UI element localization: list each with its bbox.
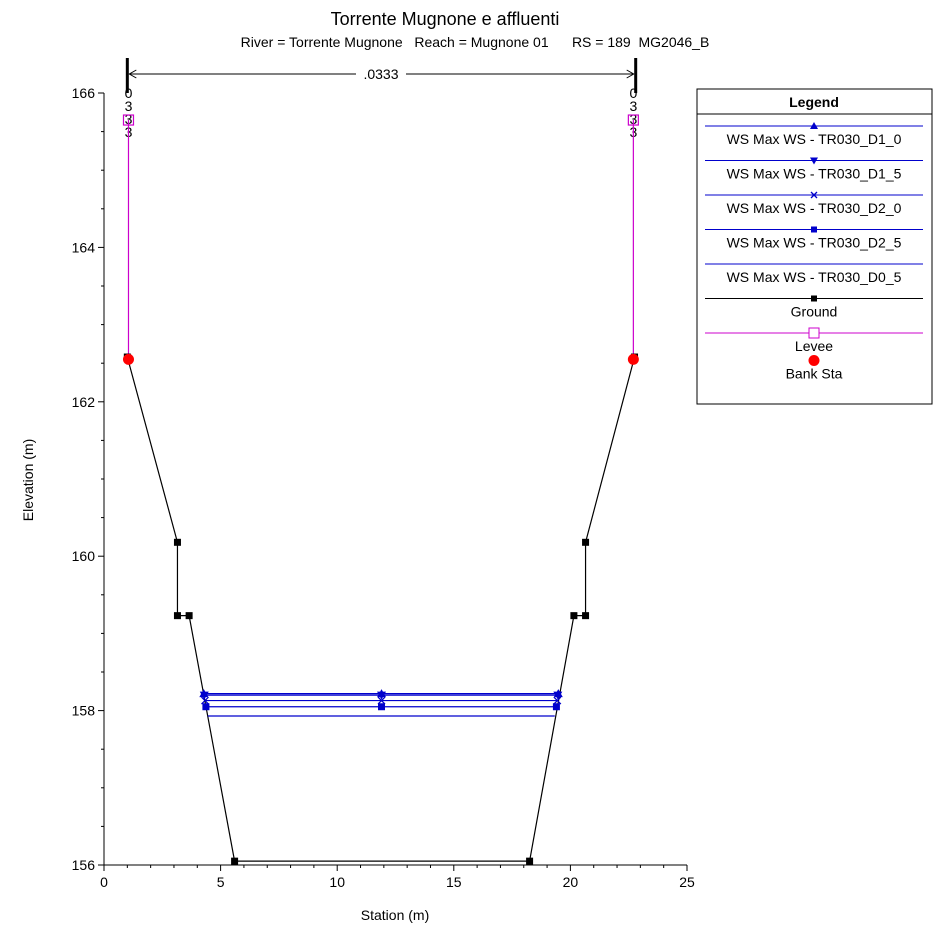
ws-point-1	[553, 691, 563, 700]
legend-marker-ground	[811, 295, 817, 302]
ws-point-1	[377, 691, 387, 700]
y-axis-label: Elevation (m)	[20, 439, 36, 521]
legend-box	[696, 88, 933, 405]
y-tick-label: 156	[72, 857, 96, 873]
manning-n-label: .0333	[363, 66, 398, 82]
ground-point	[570, 612, 578, 620]
y-tick-label: 164	[72, 239, 96, 255]
legend-entry-bank-sta: Bank Sta	[786, 366, 843, 382]
legend-entry-ws-3: WS Max WS - TR030_D2_5	[727, 235, 902, 251]
legend: Legend WS Max WS - TR030_D1_0 WS Max WS -…	[696, 88, 933, 405]
legend-entry-levee: Levee	[795, 338, 833, 354]
ground-point	[231, 857, 239, 865]
ground-point	[582, 538, 590, 546]
x-tick-label: 0	[100, 874, 108, 890]
manning-left-digit: 0	[125, 85, 133, 101]
manning-arrow-head-left	[128, 69, 137, 79]
ws-point-2	[377, 696, 386, 705]
x-tick-label: 15	[446, 874, 462, 890]
legend-title: Legend	[789, 94, 839, 110]
manning-left-digit: 3	[125, 111, 133, 127]
ground-point	[582, 612, 590, 620]
ws-point-3	[202, 703, 210, 711]
legend-entry-ws-4: WS Max WS - TR030_D0_5	[727, 269, 902, 285]
bank-sta-point	[627, 353, 639, 365]
ws-point-2	[553, 696, 562, 705]
legend-entry-ws-1: WS Max WS - TR030_D1_5	[727, 166, 902, 182]
chart-subtitle: River = Torrente Mugnone Reach = Mugnone…	[241, 34, 710, 50]
legend-marker-levee	[808, 327, 820, 339]
legend-marker-bank-sta	[808, 355, 820, 366]
legend-entry-ws-2: WS Max WS - TR030_D2_0	[727, 200, 902, 216]
ground-point	[173, 612, 181, 620]
plot-area: 1561581601621641660510152025.03330333033…	[72, 58, 695, 890]
bank-sta-point	[122, 353, 134, 365]
manning-right-digit: 0	[629, 85, 637, 101]
legend-marker-ws-0	[810, 122, 818, 129]
legend-marker-ws-3	[811, 226, 817, 233]
ground-line	[126, 356, 636, 862]
ground-point	[185, 612, 193, 620]
x-tick-label: 5	[217, 874, 225, 890]
legend-entry-ws-0: WS Max WS - TR030_D1_0	[727, 131, 902, 147]
manning-right-digit: 3	[629, 111, 637, 127]
legend-marker-ws-1	[810, 157, 818, 165]
ws-point-1	[199, 691, 209, 700]
manning-left-digit: 3	[125, 98, 133, 114]
manning-right-digit: 3	[629, 98, 637, 114]
y-tick-label: 158	[72, 703, 96, 719]
chart-title: Torrente Mugnone e affluenti	[331, 9, 560, 29]
ground-point	[526, 857, 534, 865]
manning-arrow-head-right	[626, 69, 635, 79]
x-tick-label: 25	[679, 874, 695, 890]
y-tick-label: 160	[72, 548, 96, 564]
x-tick-label: 10	[329, 874, 345, 890]
ground-point	[173, 538, 181, 546]
ws-point-3	[378, 703, 386, 711]
x-tick-label: 20	[563, 874, 579, 890]
ws-point-3	[552, 703, 560, 711]
ws-point-2	[201, 696, 209, 705]
levee-left-marker	[122, 114, 135, 126]
legend-marker-ws-2	[810, 191, 818, 199]
y-tick-label: 166	[72, 85, 96, 101]
levee-right-marker	[627, 114, 639, 126]
legend-entry-ground: Ground	[791, 304, 838, 320]
x-axis-label: Station (m)	[361, 907, 429, 923]
y-tick-label: 162	[72, 394, 96, 410]
